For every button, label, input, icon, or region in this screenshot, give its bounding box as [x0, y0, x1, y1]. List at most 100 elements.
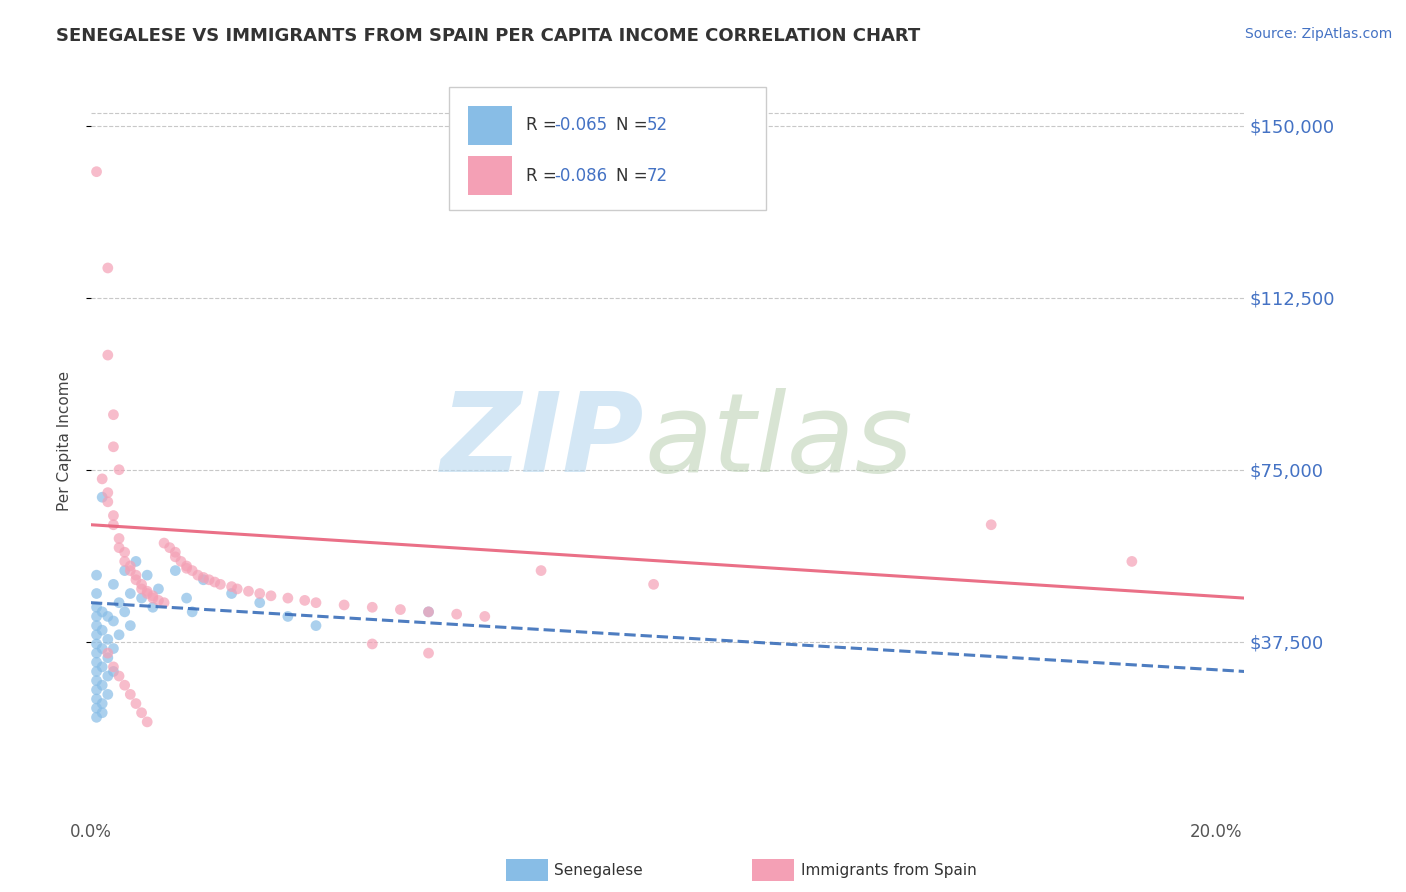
Point [114, 678, 136, 692]
Point [361, 637, 384, 651]
Point [418, 605, 440, 619]
Point [120, 687, 142, 701]
Point [86, 701, 108, 715]
Point [361, 600, 384, 615]
Point [165, 545, 187, 559]
Point [980, 517, 1002, 532]
Point [260, 589, 283, 603]
Point [97, 687, 120, 701]
Point [97, 348, 120, 362]
Point [86, 673, 108, 688]
Point [187, 568, 209, 582]
Point [142, 591, 165, 606]
Point [91, 605, 114, 619]
Point [91, 623, 114, 637]
Point [120, 564, 142, 578]
Point [418, 646, 440, 660]
Point [97, 646, 120, 660]
Text: R =: R = [526, 167, 562, 185]
Point [418, 605, 440, 619]
Point [221, 580, 243, 594]
Point [108, 669, 131, 683]
Point [277, 591, 299, 606]
Point [86, 646, 108, 660]
Point [86, 682, 108, 697]
Point [86, 586, 108, 600]
Point [1121, 554, 1143, 568]
Point [136, 568, 159, 582]
Point [86, 710, 108, 724]
Point [136, 584, 159, 599]
Point [136, 714, 159, 729]
Point [294, 593, 316, 607]
Text: N =: N = [616, 167, 652, 185]
Point [142, 600, 165, 615]
Point [86, 568, 108, 582]
Point [198, 573, 221, 587]
Point [97, 485, 120, 500]
Point [86, 628, 108, 642]
Point [277, 609, 299, 624]
Point [446, 607, 468, 622]
Point [474, 609, 496, 624]
Point [103, 641, 125, 656]
Point [165, 549, 187, 564]
Bar [468, 106, 512, 145]
Point [114, 605, 136, 619]
Point [131, 591, 153, 606]
Point [125, 697, 148, 711]
Point [159, 541, 181, 555]
Text: R =: R = [526, 116, 562, 134]
Point [114, 554, 136, 568]
Point [97, 260, 120, 275]
Point [91, 641, 114, 656]
Point [103, 517, 125, 532]
Point [103, 408, 125, 422]
Point [86, 600, 108, 615]
Point [86, 655, 108, 669]
Point [181, 564, 204, 578]
Point [97, 609, 120, 624]
Point [193, 570, 215, 584]
Point [153, 596, 176, 610]
Point [103, 508, 125, 523]
Point [170, 554, 193, 568]
Point [176, 591, 198, 606]
Text: SENEGALESE VS IMMIGRANTS FROM SPAIN PER CAPITA INCOME CORRELATION CHART: SENEGALESE VS IMMIGRANTS FROM SPAIN PER … [56, 27, 921, 45]
Point [91, 678, 114, 692]
Point [193, 573, 215, 587]
Text: ZIP: ZIP [441, 387, 644, 494]
Point [86, 637, 108, 651]
Point [114, 564, 136, 578]
Point [108, 541, 131, 555]
Point [148, 582, 170, 596]
Point [86, 618, 108, 632]
Point [125, 573, 148, 587]
Text: N =: N = [616, 116, 652, 134]
Point [643, 577, 665, 591]
Point [91, 660, 114, 674]
Point [91, 697, 114, 711]
Text: 52: 52 [647, 116, 668, 134]
Point [86, 665, 108, 679]
Point [530, 564, 553, 578]
Point [181, 605, 204, 619]
Point [305, 596, 328, 610]
Point [103, 440, 125, 454]
Point [221, 586, 243, 600]
Point [86, 609, 108, 624]
Point [333, 598, 356, 612]
Point [91, 490, 114, 504]
Point [142, 589, 165, 603]
Point [125, 554, 148, 568]
Point [103, 614, 125, 628]
Point [131, 577, 153, 591]
Point [97, 495, 120, 509]
Point [120, 618, 142, 632]
FancyBboxPatch shape [449, 87, 766, 211]
Bar [468, 156, 512, 195]
Point [131, 706, 153, 720]
Text: -0.086: -0.086 [554, 167, 607, 185]
Point [238, 584, 260, 599]
Point [97, 669, 120, 683]
